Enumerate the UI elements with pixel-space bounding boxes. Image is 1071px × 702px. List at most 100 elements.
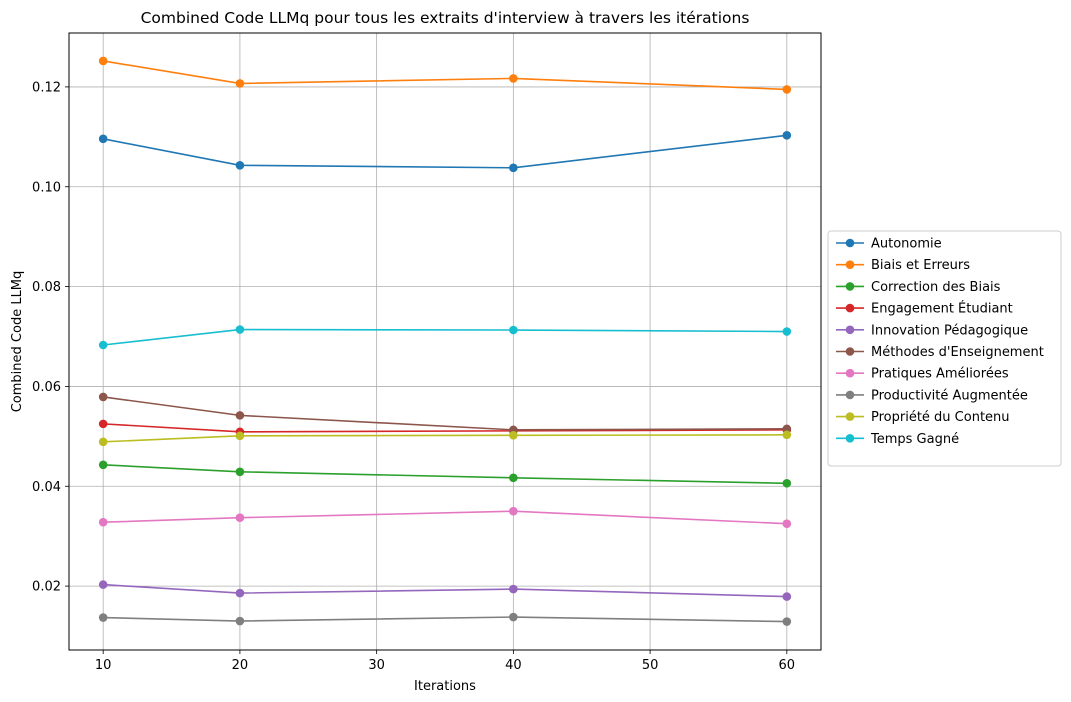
data-point	[98, 134, 108, 144]
legend-marker	[845, 303, 855, 313]
series-line	[103, 60, 787, 91]
legend-item: Propriété du Contenu	[836, 410, 1010, 425]
legend-label: Temps Gagné	[870, 432, 959, 447]
series-propri-t-du-contenu	[98, 430, 792, 447]
x-axis-ticks: 10 20 30 40 50 60	[95, 650, 795, 673]
x-tick-label: 40	[505, 658, 522, 673]
legend-label: Innovation Pédagogique	[871, 323, 1028, 338]
x-tick-label: 20	[232, 658, 249, 673]
series-temps-gagn-	[98, 325, 792, 350]
y-tick-label: 0.06	[32, 380, 61, 395]
series-innovation-p-dagogique	[98, 580, 792, 601]
legend-marker	[845, 434, 855, 443]
data-point	[98, 340, 108, 350]
legend-item: Temps Gagné	[836, 432, 959, 447]
data-point	[509, 612, 518, 622]
data-point	[98, 56, 108, 66]
series-autonomie	[98, 131, 792, 173]
data-point	[509, 163, 518, 173]
legend-item: Productivité Augmentée	[836, 388, 1028, 403]
legend-item: Autonomie	[836, 237, 942, 252]
series-biais-et-erreurs	[98, 56, 792, 94]
legend: Autonomie Biais et Erreurs Correction des …	[827, 230, 1062, 467]
series-line	[103, 510, 787, 525]
data-point	[782, 478, 792, 488]
data-point	[235, 588, 245, 598]
legend-marker	[845, 368, 855, 378]
data-point	[235, 325, 245, 334]
legend-marker	[845, 390, 855, 400]
series-correction-des-biais	[98, 460, 792, 488]
series-line	[103, 396, 787, 431]
plot-frame	[68, 32, 822, 651]
legend-item: Engagement Étudiant	[836, 301, 1013, 317]
legend-item: Biais et Erreurs	[836, 258, 970, 273]
series-line	[103, 134, 787, 169]
data-point	[98, 517, 108, 527]
data-point	[98, 580, 108, 589]
data-point	[98, 460, 108, 470]
y-tick-label: 0.10	[32, 180, 61, 195]
legend-label: Biais et Erreurs	[871, 258, 970, 273]
chart-title: Combined Code LLMq pour tous les extrait…	[141, 9, 750, 27]
legend-label: Correction des Biais	[871, 280, 1001, 295]
data-point	[98, 437, 108, 447]
grid-lines	[69, 33, 821, 650]
legend-item: Méthodes d'Enseignement	[836, 345, 1044, 360]
legend-label: Autonomie	[871, 237, 942, 252]
data-point	[782, 592, 792, 601]
data-point	[509, 325, 518, 335]
y-tick-label: 0.12	[32, 80, 61, 95]
legend-marker	[845, 347, 855, 356]
y-axis-label: Combined Code LLMq	[10, 271, 25, 413]
series-line	[103, 328, 787, 346]
series-line	[103, 616, 787, 623]
data-point	[235, 411, 245, 420]
data-point	[235, 431, 245, 441]
data-point	[509, 506, 518, 516]
y-tick-label: 0.02	[32, 580, 61, 595]
data-point	[235, 513, 245, 523]
legend-marker	[845, 412, 855, 421]
data-point	[782, 519, 792, 529]
legend-marker	[845, 282, 855, 291]
series-m-thodes-d-enseignement	[98, 392, 792, 435]
legend-label: Engagement Étudiant	[871, 301, 1013, 317]
series-line	[103, 423, 787, 433]
series-layer	[98, 56, 792, 626]
data-point	[235, 616, 245, 626]
legend-item: Innovation Pédagogique	[836, 323, 1028, 338]
x-tick-label: 60	[779, 658, 796, 673]
x-tick-label: 30	[368, 658, 385, 673]
data-point	[509, 431, 518, 440]
legend-label: Méthodes d'Enseignement	[871, 345, 1044, 360]
data-point	[509, 473, 518, 483]
y-tick-label: 0.08	[32, 280, 61, 295]
data-point	[235, 160, 245, 170]
legend-label: Pratiques Améliorées	[871, 367, 1009, 382]
data-point	[782, 430, 792, 440]
data-point	[509, 74, 518, 83]
series-line	[103, 464, 787, 485]
series-productivit-augment-e	[98, 612, 792, 626]
legend-marker	[845, 325, 855, 335]
x-tick-label: 50	[642, 658, 659, 673]
legend-marker	[845, 260, 855, 270]
data-point	[782, 85, 792, 94]
legend-item: Pratiques Améliorées	[836, 367, 1009, 382]
data-point	[98, 419, 108, 429]
y-axis-ticks: 0.02 0.04 0.06 0.08 0.10 0.12	[32, 80, 69, 595]
data-point	[782, 424, 792, 434]
data-point	[98, 613, 108, 622]
data-point	[235, 79, 245, 88]
series-line	[103, 583, 787, 598]
x-axis-label: Iterations	[414, 679, 476, 694]
data-point	[782, 327, 792, 336]
legend-label: Propriété du Contenu	[871, 410, 1010, 425]
y-tick-label: 0.04	[32, 480, 61, 495]
series-line	[103, 434, 787, 443]
legend-box	[827, 230, 1062, 467]
data-point	[235, 467, 245, 477]
x-tick-label: 10	[95, 658, 112, 673]
